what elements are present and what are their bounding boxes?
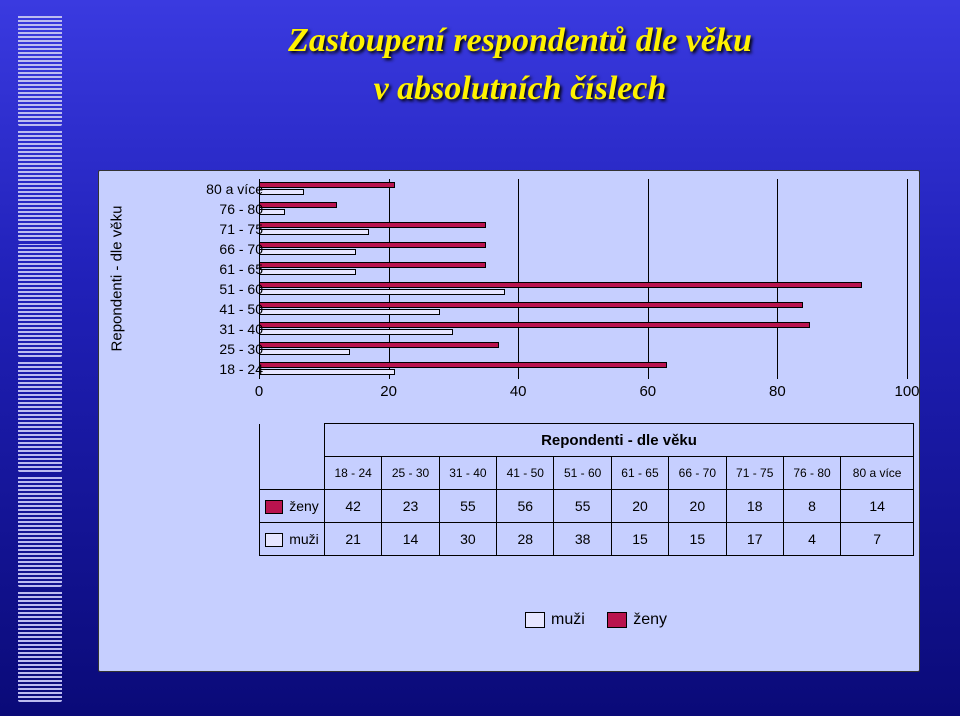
x-tick-label: 60: [639, 383, 656, 400]
swatch-muzi-icon: [265, 533, 283, 547]
table-cell: 56: [497, 490, 554, 523]
category-label: 51 - 60: [173, 281, 263, 297]
bar-zeny: [259, 342, 499, 348]
table-cell: 28: [497, 523, 554, 556]
bar-muzi: [259, 309, 440, 315]
table-col-header: 41 - 50: [497, 457, 554, 490]
table-col-header: 51 - 60: [554, 457, 611, 490]
swatch-zeny-icon: [607, 612, 627, 628]
bar-zeny: [259, 242, 486, 248]
table-col-header: 71 - 75: [726, 457, 783, 490]
table-cell: 38: [554, 523, 611, 556]
category-label: 80 a více: [173, 181, 263, 197]
table-row: muži 211430283815151747: [260, 523, 914, 556]
bar-muzi: [259, 229, 369, 235]
bar-zeny: [259, 322, 810, 328]
bar-zeny: [259, 262, 486, 268]
table-cell: 7: [841, 523, 914, 556]
table-cell: 55: [439, 490, 496, 523]
table-cell: 20: [611, 490, 668, 523]
category-label: 76 - 80: [173, 201, 263, 217]
table-cell: 18: [726, 490, 783, 523]
bottom-legend: muži ženy: [259, 611, 915, 629]
bar-muzi: [259, 369, 395, 375]
bar-zeny: [259, 182, 395, 188]
table-cell: 30: [439, 523, 496, 556]
slide-title: Zastoupení respondentů dle věku v absolu…: [140, 22, 900, 108]
table-caption: Repondenti - dle věku: [325, 424, 914, 457]
data-table: Repondenti - dle věku 18 - 2425 - 3031 -…: [259, 423, 914, 556]
bar-zeny: [259, 282, 862, 288]
x-tick-label: 20: [380, 383, 397, 400]
title-line-1: Zastoupení respondentů dle věku: [288, 22, 752, 59]
table-cell: 23: [382, 490, 439, 523]
title-line-2: v absolutních číslech: [140, 70, 900, 108]
bar-zeny: [259, 362, 667, 368]
table-row: ženy 4223555655202018814: [260, 490, 914, 523]
category-label: 71 - 75: [173, 221, 263, 237]
table-cell: 14: [841, 490, 914, 523]
table-col-header: 61 - 65: [611, 457, 668, 490]
bar-muzi: [259, 329, 453, 335]
bar-muzi: [259, 249, 356, 255]
legend-zeny: ženy: [260, 490, 325, 523]
table-cell: 15: [611, 523, 668, 556]
table-col-header: 25 - 30: [382, 457, 439, 490]
table-cell: 21: [325, 523, 382, 556]
category-label: 41 - 50: [173, 301, 263, 317]
table-col-header: 80 a více: [841, 457, 914, 490]
x-tick-label: 0: [255, 383, 263, 400]
table-col-header: 66 - 70: [669, 457, 726, 490]
table-col-header: 18 - 24: [325, 457, 382, 490]
swatch-muzi-icon: [525, 612, 545, 628]
slide: Zastoupení respondentů dle věku v absolu…: [0, 0, 960, 716]
decorative-stripes: [18, 14, 62, 702]
y-axis-label: Repondenti - dle věku: [93, 183, 141, 373]
category-label: 66 - 70: [173, 241, 263, 257]
category-label: 18 - 24: [173, 361, 263, 377]
bar-muzi: [259, 289, 505, 295]
table-cell: 17: [726, 523, 783, 556]
table-header-blank: [260, 457, 325, 490]
bar-zeny: [259, 202, 337, 208]
table-cell: 14: [382, 523, 439, 556]
bar-muzi: [259, 349, 350, 355]
bar-muzi: [259, 189, 304, 195]
x-tick-label: 100: [894, 383, 919, 400]
swatch-zeny-icon: [265, 500, 283, 514]
table-cell: 55: [554, 490, 611, 523]
table-cell: 8: [783, 490, 840, 523]
table-cell: 4: [783, 523, 840, 556]
table-corner: [260, 424, 325, 457]
legend-muzi: muži: [260, 523, 325, 556]
table-header-row: 18 - 2425 - 3031 - 4041 - 5051 - 6061 - …: [260, 457, 914, 490]
plot-area: [259, 179, 907, 379]
table-cell: 20: [669, 490, 726, 523]
bar-zeny: [259, 222, 486, 228]
x-tick-label: 80: [769, 383, 786, 400]
category-label: 61 - 65: [173, 261, 263, 277]
bar-muzi: [259, 269, 356, 275]
table-cell: 42: [325, 490, 382, 523]
category-label: 31 - 40: [173, 321, 263, 337]
x-tick-label: 40: [510, 383, 527, 400]
table-col-header: 31 - 40: [439, 457, 496, 490]
category-label: 25 - 30: [173, 341, 263, 357]
bar-zeny: [259, 302, 803, 308]
chart-container: Repondenti - dle věku 0 20 40 60 80 100 Repon…: [98, 170, 920, 672]
table-col-header: 76 - 80: [783, 457, 840, 490]
table-cell: 15: [669, 523, 726, 556]
